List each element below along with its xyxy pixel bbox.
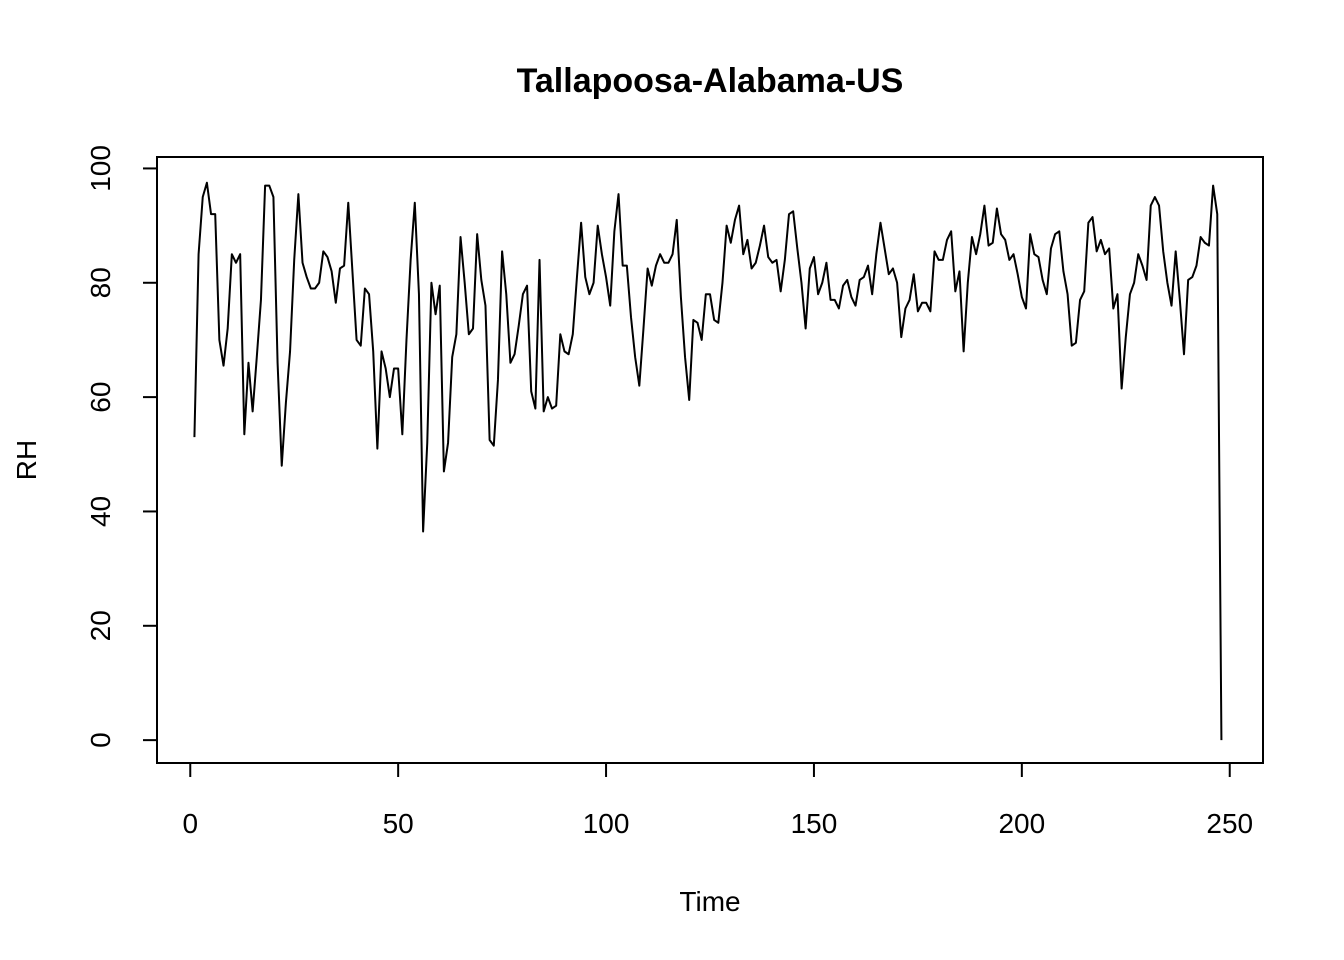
x-axis: 0 50 100 150 200 250 <box>182 762 1253 839</box>
y-axis-label: RH <box>11 440 42 480</box>
y-tick-label: 20 <box>85 610 116 641</box>
x-tick-label: 150 <box>791 808 838 839</box>
series-layer <box>193 181 1223 741</box>
x-tick-label: 250 <box>1206 808 1253 839</box>
chart-title: Tallapoosa-Alabama-US <box>517 62 904 100</box>
series-line <box>193 181 1223 741</box>
y-tick-label: 40 <box>85 496 116 527</box>
y-tick-label: 100 <box>85 145 116 192</box>
x-tick-label: 100 <box>583 808 630 839</box>
x-tick-label: 0 <box>182 808 198 839</box>
y-tick-label: 60 <box>85 382 116 413</box>
y-tick-label: 0 <box>85 732 116 748</box>
y-tick-label: 80 <box>85 267 116 298</box>
y-axis: 0 20 40 60 80 100 <box>85 145 158 748</box>
x-axis-label: Time <box>679 886 740 917</box>
x-tick-label: 200 <box>998 808 1045 839</box>
x-tick-label: 50 <box>383 808 414 839</box>
